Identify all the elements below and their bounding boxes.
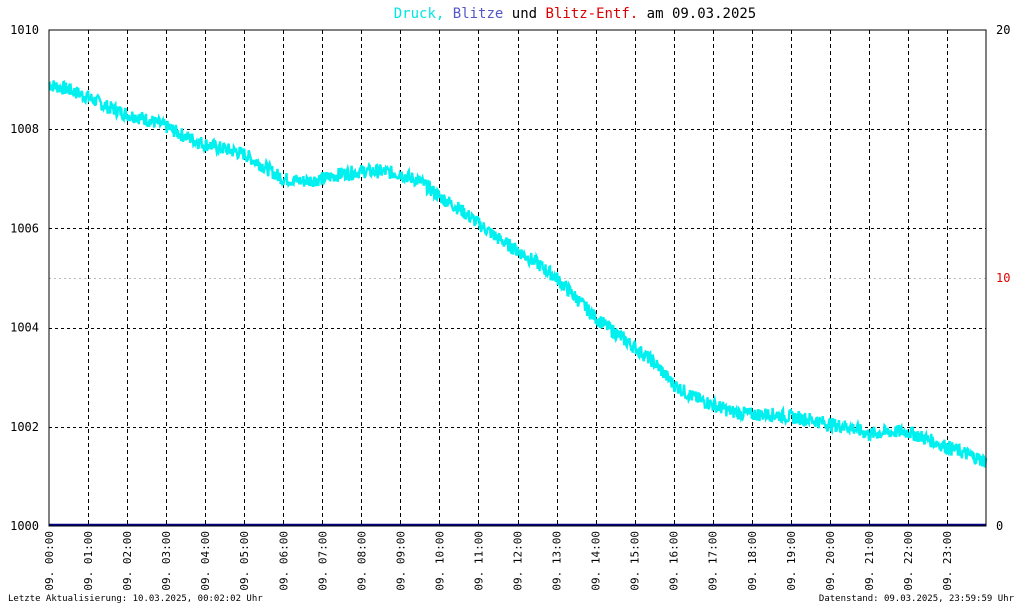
title-part-3: und [503, 6, 545, 22]
x-tick-label-15: 09. 15:00 [629, 531, 642, 591]
y2-tick-label-0: 0 [996, 519, 1003, 533]
x-tick-label-12: 09. 12:00 [512, 531, 525, 591]
footer-data-status: Datenstand: 09.03.2025, 23:59:59 Uhr [819, 594, 1015, 604]
chart-grid [49, 30, 986, 526]
x-tick-label-18: 09. 18:00 [746, 531, 759, 591]
footer-last-update: Letzte Aktualisierung: 10.03.2025, 00:02… [8, 594, 263, 604]
x-tick-label-23: 09. 23:00 [941, 531, 954, 591]
plot-frame [48, 29, 987, 527]
y-axis-left: 1000 1002 1004 1006 1008 1010 [10, 23, 39, 533]
title-part-1: , [436, 6, 444, 22]
title-part-4: Blitz-Entf. [546, 6, 639, 22]
x-tick-label-6: 09. 06:00 [277, 531, 290, 591]
x-tick-label-17: 09. 17:00 [707, 531, 720, 591]
y-axis-right: 0 10 20 [996, 23, 1010, 533]
x-tick-label-0: 09. 00:00 [43, 531, 56, 591]
y-tick-label-3: 1006 [10, 221, 39, 235]
x-tick-label-3: 09. 03:00 [160, 531, 173, 591]
x-tick-label-20: 09. 20:00 [824, 531, 837, 591]
series-pressure-line [48, 80, 988, 468]
chart-series [48, 80, 988, 527]
x-tick-label-2: 09. 02:00 [121, 531, 134, 591]
x-tick-label-10: 09. 10:00 [433, 531, 446, 591]
y-tick-label-4: 1008 [10, 122, 39, 136]
title-part-2: Blitze [444, 6, 503, 22]
title-part-5: am 09.03.2025 [638, 6, 756, 22]
x-tick-label-14: 09. 14:00 [590, 531, 603, 591]
x-axis: 09. 00:00 09. 01:00 09. 02:00 09. 03:00 09. … [43, 531, 954, 591]
y-tick-label-5: 1010 [10, 23, 39, 37]
y2-tick-label-1: 10 [996, 271, 1010, 285]
title-part-0: Druck [394, 6, 437, 22]
chart-title: Druck, Blitze und Blitz-Entf. am 09.03.2… [394, 6, 757, 22]
x-tick-label-11: 09. 11:00 [473, 531, 486, 591]
x-tick-label-9: 09. 09:00 [394, 531, 407, 591]
x-tick-label-13: 09. 13:00 [551, 531, 564, 591]
y-tick-label-1: 1002 [10, 420, 39, 434]
y2-tick-label-2: 20 [996, 23, 1010, 37]
x-tick-label-16: 09. 16:00 [668, 531, 681, 591]
x-tick-label-1: 09. 01:00 [82, 531, 95, 591]
y-tick-label-0: 1000 [10, 519, 39, 533]
x-tick-label-5: 09. 05:00 [238, 531, 251, 591]
x-tick-label-22: 09. 22:00 [902, 531, 915, 591]
x-tick-label-8: 09. 08:00 [355, 531, 368, 591]
x-tick-label-7: 09. 07:00 [316, 531, 329, 591]
x-tick-label-19: 09. 19:00 [785, 531, 798, 591]
x-tick-label-4: 09. 04:00 [199, 531, 212, 591]
x-tick-label-21: 09. 21:00 [863, 531, 876, 591]
y-tick-label-2: 1004 [10, 321, 39, 335]
